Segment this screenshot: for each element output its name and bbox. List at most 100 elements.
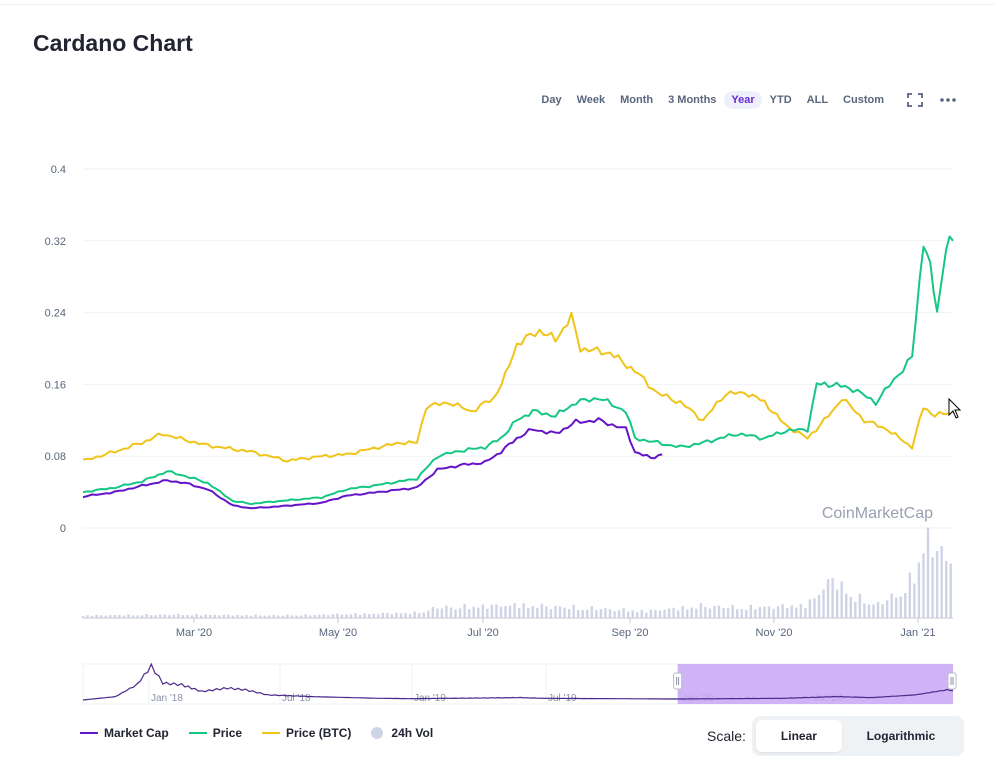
scale-control: Scale: Linear Logarithmic xyxy=(707,716,964,756)
legend-market-cap-label: Market Cap xyxy=(104,726,169,740)
volume-bar xyxy=(640,609,643,618)
volume-bar xyxy=(99,615,103,618)
fullscreen-icon[interactable] xyxy=(907,93,923,107)
volume-bar xyxy=(408,614,412,618)
volume-bar xyxy=(331,614,335,618)
volume-bar xyxy=(268,615,271,618)
volume-bar xyxy=(881,604,884,618)
legend-market-cap[interactable]: Market Cap xyxy=(80,726,169,740)
range-all-button[interactable]: ALL xyxy=(806,94,829,106)
volume-bar xyxy=(631,610,634,618)
volume-bar xyxy=(163,614,166,618)
watermark: CoinMarketCap xyxy=(822,505,933,522)
price-chart[interactable]: 0 0.08 0.16 0.24 0.32 0.4 CoinMarketCap Mar '… xyxy=(0,0,995,710)
volume-bar xyxy=(413,611,416,618)
legend-price-btc-label: Price (BTC) xyxy=(286,726,352,740)
volume-bar xyxy=(626,611,630,618)
volume-bar xyxy=(567,609,571,618)
volume-bar xyxy=(195,614,198,618)
y-tick-label: 0 xyxy=(60,523,66,535)
volume-bar xyxy=(676,610,680,618)
scale-logarithmic-button[interactable]: Logarithmic xyxy=(866,729,936,743)
volume-bar xyxy=(813,598,816,618)
volume-bar xyxy=(586,609,589,618)
volume-swatch xyxy=(371,727,384,739)
volume-bar xyxy=(209,614,212,618)
volume-bar xyxy=(817,594,821,618)
volume-bar xyxy=(745,609,748,618)
volume-bar xyxy=(463,603,466,618)
range-ytd-button[interactable]: YTD xyxy=(769,94,792,106)
volume-bar xyxy=(885,600,889,618)
volume-bar xyxy=(781,604,784,618)
range-week-button[interactable]: Week xyxy=(576,94,606,106)
volume-bar xyxy=(249,615,253,618)
volume-bar xyxy=(172,614,176,618)
navigator-handle-left[interactable] xyxy=(673,672,683,690)
time-range-toolbar: Day Week Month 3 Months Year YTD ALL Cus… xyxy=(533,89,957,111)
range-month-button[interactable]: Month xyxy=(620,94,654,106)
volume-bar xyxy=(336,613,339,618)
navigator-tick-label: Jan '18 xyxy=(151,693,183,704)
chart-legend: Market Cap Price Price (BTC) 24h Vol xyxy=(80,726,453,740)
volume-bar xyxy=(636,612,639,618)
range-3-months-button[interactable]: 3 Months xyxy=(668,94,717,106)
volume-bar xyxy=(717,605,721,618)
range-year-button[interactable]: Year xyxy=(724,91,762,109)
volume-bar xyxy=(767,606,771,618)
volume-bar xyxy=(608,609,612,618)
volume-bar xyxy=(604,608,607,618)
volume-bar xyxy=(536,607,539,618)
volume-bar xyxy=(913,583,916,618)
volume-bar xyxy=(858,593,862,618)
volume-bar xyxy=(949,563,952,618)
volume-bar xyxy=(368,614,371,618)
volume-bar xyxy=(931,557,934,618)
volume-bar xyxy=(308,615,312,618)
volume-bar xyxy=(549,609,553,618)
legend-24h-vol-label: 24h Vol xyxy=(391,726,434,740)
x-tick-label: Sep '20 xyxy=(612,627,649,639)
volume-bar xyxy=(713,606,716,618)
volume-bar xyxy=(708,608,712,618)
volume-bar xyxy=(327,615,330,618)
more-options-icon[interactable] xyxy=(939,97,957,103)
volume-bar xyxy=(131,615,135,618)
volume-bar xyxy=(431,606,435,618)
legend-price-btc[interactable]: Price (BTC) xyxy=(262,726,351,740)
volume-bar xyxy=(349,614,353,618)
page-title: Cardano Chart xyxy=(33,30,193,56)
y-tick-label: 0.24 xyxy=(45,308,66,320)
volume-bar xyxy=(563,607,566,618)
scale-linear-button[interactable]: Linear xyxy=(755,720,842,752)
legend-24h-vol[interactable]: 24h Vol xyxy=(371,726,433,740)
volume-bar xyxy=(944,561,948,618)
scale-toggle: Linear Logarithmic xyxy=(751,716,964,756)
volume-bar xyxy=(159,614,162,618)
volume-bar xyxy=(263,615,266,618)
volume-bar xyxy=(181,615,185,618)
volume-bar xyxy=(399,613,403,618)
navigator-handle-right[interactable] xyxy=(947,672,957,690)
volume-bar xyxy=(358,614,362,618)
volume-bar xyxy=(599,609,603,618)
legend-price[interactable]: Price xyxy=(188,726,242,740)
volume-bar xyxy=(704,607,707,618)
volume-bar xyxy=(295,615,298,618)
volume-bar xyxy=(617,610,621,618)
volume-bar xyxy=(386,613,389,618)
volume-bar xyxy=(490,604,494,618)
volume-bar xyxy=(422,612,425,618)
volume-bar xyxy=(245,615,248,618)
volume-bar xyxy=(127,614,130,618)
volume-bar xyxy=(436,608,439,618)
price-swatch xyxy=(188,732,207,734)
volume-bar xyxy=(772,608,775,618)
range-custom-button[interactable]: Custom xyxy=(843,94,884,106)
volume-bar xyxy=(835,589,839,618)
volume-bar xyxy=(454,609,457,618)
range-day-button[interactable]: Day xyxy=(541,94,562,106)
cursor-icon xyxy=(948,397,962,419)
volume-bar xyxy=(313,614,316,618)
volume-bar xyxy=(749,604,753,618)
